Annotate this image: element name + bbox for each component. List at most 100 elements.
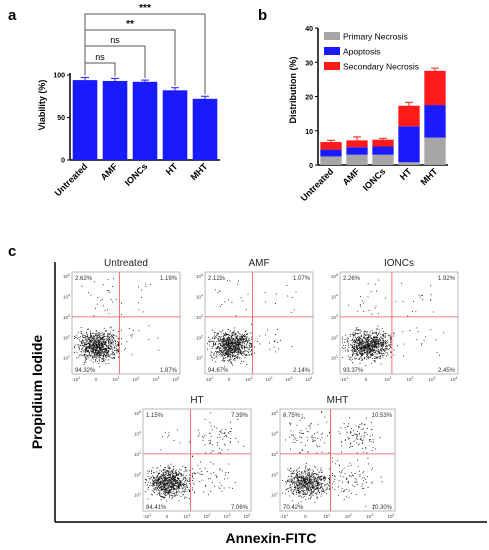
panel-c-quadrant-lr: 7.06% bbox=[231, 505, 249, 511]
panel-c-plot: AMF 2.12% 1.07% 94.67% 2.14% 101 102 103 104 105 -… bbox=[196, 258, 314, 382]
panel-a-ylabel: Viability (%) bbox=[37, 80, 47, 131]
panel-c-ytick-label: 103 bbox=[331, 314, 338, 320]
panel-c-ytick-label: 102 bbox=[196, 334, 203, 340]
panel-b-bar-segment bbox=[424, 70, 446, 106]
panel-c-ytick-label: 104 bbox=[271, 431, 278, 437]
panel-b-categories: Untreated AMF IONCs HT MHT bbox=[299, 166, 440, 203]
panel-b-bar-segment bbox=[346, 154, 368, 165]
panel-c-ytick-label: 102 bbox=[271, 471, 278, 477]
panel-a-category-label: MHT bbox=[189, 161, 210, 182]
panel-c-ytick-label: 102 bbox=[331, 334, 338, 340]
panel-c-dots bbox=[282, 411, 383, 507]
panel-b-category-label: Untreated bbox=[299, 166, 336, 203]
panel-c-xtick-label: 104 bbox=[451, 376, 458, 382]
panel-a-ytick-label: 0 bbox=[61, 158, 65, 165]
panel-c-ytick-label: 105 bbox=[63, 273, 70, 279]
panel-b-ylabel: Distribution (%) bbox=[288, 57, 298, 124]
panel-c-xtick-label: 0 bbox=[228, 377, 231, 382]
panel-c-xtick-label: 101 bbox=[323, 513, 330, 519]
panel-c-xtick-label: 101 bbox=[113, 376, 120, 382]
panel-c-ytick-label: 101 bbox=[271, 492, 278, 498]
panel-b-ytick-label: 30 bbox=[305, 60, 313, 67]
panel-c-xtick-label: 102 bbox=[133, 376, 140, 382]
panel-b-bar-segment bbox=[372, 146, 394, 155]
panel-b-bar-segment bbox=[320, 149, 342, 157]
panel-c-quadrant-ur: 1.19% bbox=[160, 276, 178, 282]
panel-c-plot: Untreated 2.62% 1.19% 94.32% 1.87% 101 102 103 1… bbox=[63, 258, 181, 382]
panel-c-quadrant-ul: 2.62% bbox=[75, 276, 93, 282]
panel-c-xtick-label: 102 bbox=[266, 376, 273, 382]
panel-c-xtick-label: -101 bbox=[205, 376, 214, 382]
panel-a-significance-label: ns bbox=[110, 35, 120, 45]
panel-c-plot-frame bbox=[279, 408, 396, 512]
panel-c-xtick-label: 104 bbox=[388, 513, 395, 519]
panel-c-ytick-label: 104 bbox=[63, 294, 70, 300]
panel-b-legend-swatch bbox=[324, 47, 340, 55]
panel-a-bar bbox=[162, 90, 188, 160]
panel-c-plot: IONCs 2.26% 1.92% 93.37% 2.45% 101 102 103 104 10… bbox=[331, 258, 459, 382]
panel-a-significance-label: ns bbox=[95, 52, 105, 62]
panel-c-plot-frame bbox=[339, 271, 459, 375]
panel-c-ytick-label: 105 bbox=[271, 410, 278, 416]
panel-b-category-label: IONCs bbox=[361, 166, 388, 193]
panel-c-ytick-label: 101 bbox=[134, 492, 141, 498]
panel-c-plot-title: Untreated bbox=[104, 258, 148, 269]
panel-c-xtick-label: 102 bbox=[204, 513, 211, 519]
panel-c-ytick-label: 103 bbox=[63, 314, 70, 320]
panel-c-xtick-label: 102 bbox=[407, 376, 414, 382]
panel-c-xtick-label: -101 bbox=[72, 376, 81, 382]
panel-c-dots bbox=[207, 279, 297, 367]
panel-b-legend-label: Apoptosis bbox=[343, 47, 380, 57]
panel-c-ytick-label: 101 bbox=[331, 355, 338, 361]
panel-a-significance-label: *** bbox=[139, 3, 151, 14]
panel-c-xtick-label: -101 bbox=[280, 513, 289, 519]
panel-c-ytick-label: 103 bbox=[196, 314, 203, 320]
panel-c-xtick-label: 0 bbox=[95, 377, 98, 382]
panel-c-quadrant-lr: 10.30% bbox=[372, 505, 393, 511]
panel-c-plot-title: AMF bbox=[248, 258, 269, 269]
panel-c-xtick-label: 0 bbox=[365, 377, 368, 382]
panel-c-quadrant-ll: 94.67% bbox=[208, 368, 229, 374]
panel-c-xtick-label: 101 bbox=[385, 376, 392, 382]
panel-c-ylabel: Propidium Iodide bbox=[29, 335, 45, 450]
panel-c-plot: HT 1.15% 7.39% 84.41% 7.06% 101 102 103 104 105 -1… bbox=[134, 395, 252, 519]
panel-c-xtick-label: 103 bbox=[153, 376, 160, 382]
panel-a-significance-label: ** bbox=[126, 19, 134, 30]
panel-c-quadrant-ul: 8.75% bbox=[283, 413, 301, 419]
panel-a-bar bbox=[102, 80, 128, 160]
panel-c-xtick-label: 0 bbox=[166, 514, 169, 519]
panel-b-bar-segment bbox=[424, 105, 446, 138]
panel-a-ytick-label: 50 bbox=[57, 115, 65, 122]
panel-a-ytick-label: 100 bbox=[53, 73, 65, 80]
panel-c-quadrant-ll: 70.42% bbox=[283, 505, 304, 511]
panel-b-legend-swatch bbox=[324, 32, 340, 40]
panel-c-ytick-label: 101 bbox=[196, 355, 203, 361]
panel-b-bar-segment bbox=[398, 126, 420, 163]
panel-c-xtick-label: 103 bbox=[429, 376, 436, 382]
panel-c-ytick-label: 104 bbox=[331, 294, 338, 300]
panel-c-quadrant-ul: 2.26% bbox=[343, 276, 361, 282]
panel-c-xtick-label: 103 bbox=[224, 513, 231, 519]
panel-c-xlabel: Annexin-FITC bbox=[226, 530, 317, 546]
panel-b-bar-segment bbox=[398, 162, 420, 165]
panel-b-bar-segment bbox=[320, 142, 342, 150]
panel-c-dots bbox=[74, 278, 160, 368]
panel-b-bars bbox=[320, 67, 446, 165]
panel-c-quadrant-ur: 10.53% bbox=[372, 413, 393, 419]
panel-c-plot-title: MHT bbox=[327, 395, 349, 406]
panel-b-bar-segment bbox=[398, 105, 420, 127]
panel-b-bar-segment bbox=[424, 137, 446, 165]
panel-letter-a: a bbox=[8, 7, 17, 24]
panel-c-quadrant-ul: 2.12% bbox=[208, 276, 226, 282]
panel-c-quadrant-ll: 84.41% bbox=[146, 505, 167, 511]
panel-b-ytick-label: 40 bbox=[305, 26, 313, 33]
panel-c-xtick-label: -101 bbox=[143, 513, 152, 519]
panel-c-quadrant-lr: 1.87% bbox=[160, 368, 178, 374]
panel-b-category-label: AMF bbox=[341, 166, 362, 187]
panel-c-xtick-label: 103 bbox=[366, 513, 373, 519]
panel-c-xtick-label: 102 bbox=[345, 513, 352, 519]
panel-c-ytick-label: 103 bbox=[134, 451, 141, 457]
panel-c-quadrant-lr: 2.45% bbox=[438, 368, 456, 374]
